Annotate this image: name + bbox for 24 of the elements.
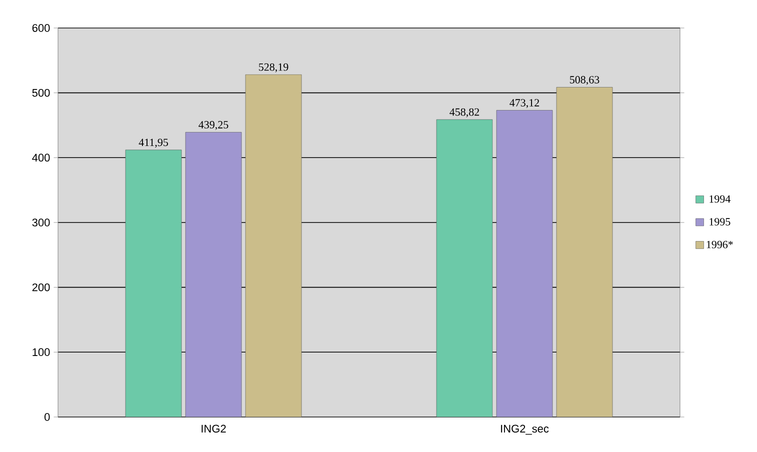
- y-tick-label: 600: [32, 24, 50, 32]
- data-label: 508,63: [570, 76, 600, 86]
- x-tick-label: ING2: [202, 424, 226, 433]
- y-tick-label: 300: [32, 218, 50, 226]
- bar: [125, 150, 182, 417]
- bar: [245, 74, 302, 417]
- y-tick-label: 500: [32, 88, 50, 97]
- data-label: 473,12: [510, 99, 540, 108]
- x-tick-label: ING2_sec: [501, 424, 549, 435]
- bar: [556, 87, 613, 417]
- data-label: 528,19: [259, 63, 288, 72]
- legend-label: 1995: [710, 218, 730, 226]
- data-label: 439,25: [198, 121, 228, 130]
- data-label: 411,95: [138, 138, 168, 148]
- legend-label: 1996*: [706, 240, 733, 248]
- y-tick-label: 400: [32, 154, 50, 162]
- y-tick-label: 200: [32, 283, 50, 292]
- bar: [185, 132, 242, 417]
- bar: [436, 119, 493, 417]
- y-tick-label: 100: [32, 348, 50, 356]
- data-label: 458,82: [450, 108, 480, 118]
- bar: [496, 110, 553, 417]
- y-tick-label: 0: [44, 413, 50, 421]
- legend-label: 1994: [710, 195, 730, 203]
